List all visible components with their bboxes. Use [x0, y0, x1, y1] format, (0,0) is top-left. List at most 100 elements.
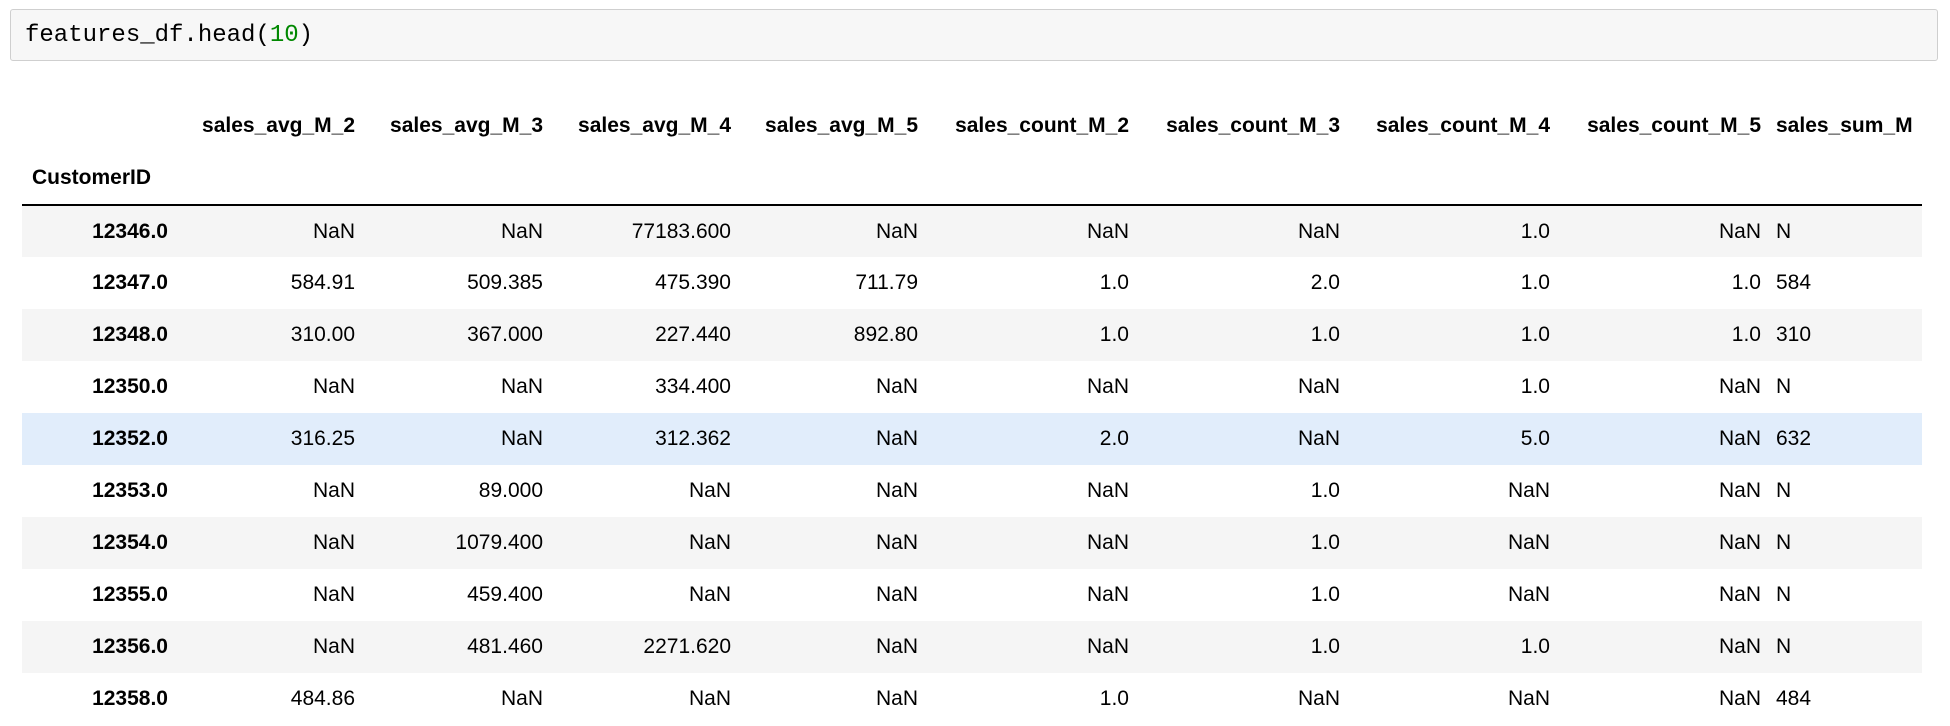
row-index: 12358.0	[92, 687, 168, 710]
table-cell: NaN	[1297, 375, 1340, 398]
table-cell: NaN	[500, 219, 543, 243]
table-cell: N	[1776, 479, 1792, 502]
cell-output: sales_avg_M_2 sales_avg_M_3 sales_avg_M_…	[22, 100, 1950, 725]
table-cell: 1079.400	[455, 531, 543, 554]
row-index: 12347.0	[92, 271, 168, 294]
table-cell: 2.0	[1099, 427, 1129, 450]
table-cell: 484.86	[290, 687, 355, 710]
column-header-row: sales_avg_M_2 sales_avg_M_3 sales_avg_M_…	[22, 100, 1922, 152]
table-cell: 1.0	[1520, 635, 1550, 658]
table-cell: 2.0	[1310, 271, 1340, 294]
table-cell: NaN	[875, 479, 918, 502]
table-row: 12347.0 584.91 509.385 475.390 711.79 1.0 2.0 1…	[22, 257, 1922, 309]
table-cell: 1.0	[1310, 531, 1340, 554]
table-cell: 1.0	[1099, 687, 1129, 710]
column-header: sales_count_M_3	[1166, 114, 1340, 137]
table-cell: 310	[1776, 323, 1812, 346]
table-cell: NaN	[688, 687, 731, 710]
table-body: 12346.0 NaN NaN 77183.600 NaN NaN NaN 1.0 NaN N 12…	[22, 205, 1922, 725]
table-cell: NaN	[500, 687, 543, 710]
table-cell: NaN	[875, 531, 918, 554]
table-cell: NaN	[1297, 687, 1340, 710]
table-cell: N	[1776, 531, 1792, 554]
table-cell: NaN	[1718, 219, 1761, 243]
table-cell: N	[1776, 635, 1792, 658]
table-cell: NaN	[1718, 635, 1761, 658]
column-header: sales_count_M_5	[1587, 114, 1761, 137]
column-header: sales_count_M_2	[955, 114, 1129, 137]
table-cell: 1.0	[1731, 323, 1761, 346]
table-cell: 316.25	[290, 427, 355, 450]
table-cell: NaN	[1507, 479, 1550, 502]
table-cell: NaN	[312, 219, 355, 243]
column-header: sales_sum_M	[1776, 114, 1913, 137]
dataframe-table: sales_avg_M_2 sales_avg_M_3 sales_avg_M_…	[22, 100, 1922, 725]
table-cell: 334.400	[655, 375, 731, 398]
table-cell: 481.460	[467, 635, 543, 658]
table-cell: 367.000	[467, 323, 543, 346]
code-function: features_df.head	[25, 22, 256, 49]
table-cell: 1.0	[1310, 635, 1340, 658]
table-cell: NaN	[500, 375, 543, 398]
table-row: 12352.0 316.25 NaN 312.362 NaN 2.0 NaN 5.0 NaN 63…	[22, 413, 1922, 465]
table-cell: N	[1776, 583, 1792, 606]
table-cell: NaN	[875, 375, 918, 398]
table-row: 12355.0 NaN 459.400 NaN NaN NaN 1.0 NaN NaN N	[22, 569, 1922, 621]
table-cell: NaN	[1297, 427, 1340, 450]
table-cell: NaN	[312, 635, 355, 658]
row-index: 12346.0	[92, 219, 168, 243]
table-cell: 1.0	[1520, 375, 1550, 398]
row-index: 12348.0	[92, 323, 168, 346]
row-index: 12350.0	[92, 375, 168, 398]
row-index: 12354.0	[92, 531, 168, 554]
table-cell: NaN	[312, 583, 355, 606]
table-cell: 475.390	[655, 271, 731, 294]
table-cell: NaN	[1086, 531, 1129, 554]
table-cell: NaN	[1718, 479, 1761, 502]
table-cell: 1.0	[1520, 323, 1550, 346]
table-cell: 89.000	[478, 479, 543, 502]
code-argument: 10	[269, 22, 299, 49]
table-cell: NaN	[312, 479, 355, 502]
column-header: sales_count_M_4	[1376, 114, 1550, 137]
table-cell: NaN	[1718, 687, 1761, 710]
table-cell: NaN	[1718, 427, 1761, 450]
table-cell: 711.79	[855, 271, 918, 294]
table-cell: NaN	[500, 427, 543, 450]
table-row: 12356.0 NaN 481.460 2271.620 NaN NaN 1.0 1.0 NaN…	[22, 621, 1922, 673]
table-cell: 227.440	[655, 323, 731, 346]
table-cell: NaN	[875, 583, 918, 606]
table-cell: 1.0	[1310, 323, 1340, 346]
table-row: 12348.0 310.00 367.000 227.440 892.80 1.0 1.0 1…	[22, 309, 1922, 361]
header-corner	[22, 100, 169, 152]
table-cell: NaN	[1507, 531, 1550, 554]
table-cell: 1.0	[1310, 583, 1340, 606]
index-name: CustomerID	[22, 152, 169, 206]
table-cell: 584	[1776, 271, 1812, 294]
table-cell: NaN	[1718, 531, 1761, 554]
table-cell: 1.0	[1310, 479, 1340, 502]
table-cell: 584.91	[290, 271, 355, 294]
table-cell: NaN	[1507, 583, 1550, 606]
table-cell: NaN	[875, 687, 918, 710]
code-cell-input[interactable]: features_df.head(10)	[10, 9, 1938, 61]
table-cell: NaN	[1507, 687, 1550, 710]
table-row: 12354.0 NaN 1079.400 NaN NaN NaN 1.0 NaN NaN N	[22, 517, 1922, 569]
table-cell: 1.0	[1520, 271, 1550, 294]
table-cell: NaN	[875, 427, 918, 450]
table-cell: NaN	[1086, 583, 1129, 606]
table-row: 12358.0 484.86 NaN NaN NaN 1.0 NaN NaN NaN 484	[22, 673, 1922, 725]
code-close-paren: )	[298, 22, 314, 49]
code-open-paren: (	[255, 22, 270, 49]
row-index: 12356.0	[92, 635, 168, 658]
table-cell: NaN	[1086, 375, 1129, 398]
table-row: 12353.0 NaN 89.000 NaN NaN NaN 1.0 NaN NaN N	[22, 465, 1922, 517]
table-cell: 1.0	[1099, 323, 1129, 346]
table-cell: 2271.620	[643, 635, 731, 658]
table-cell: NaN	[312, 531, 355, 554]
table-cell: NaN	[1086, 479, 1129, 502]
table-cell: NaN	[1086, 635, 1129, 658]
table-cell: 1.0	[1731, 271, 1761, 294]
column-header: sales_avg_M_2	[202, 114, 355, 137]
table-cell: 509.385	[467, 271, 543, 294]
